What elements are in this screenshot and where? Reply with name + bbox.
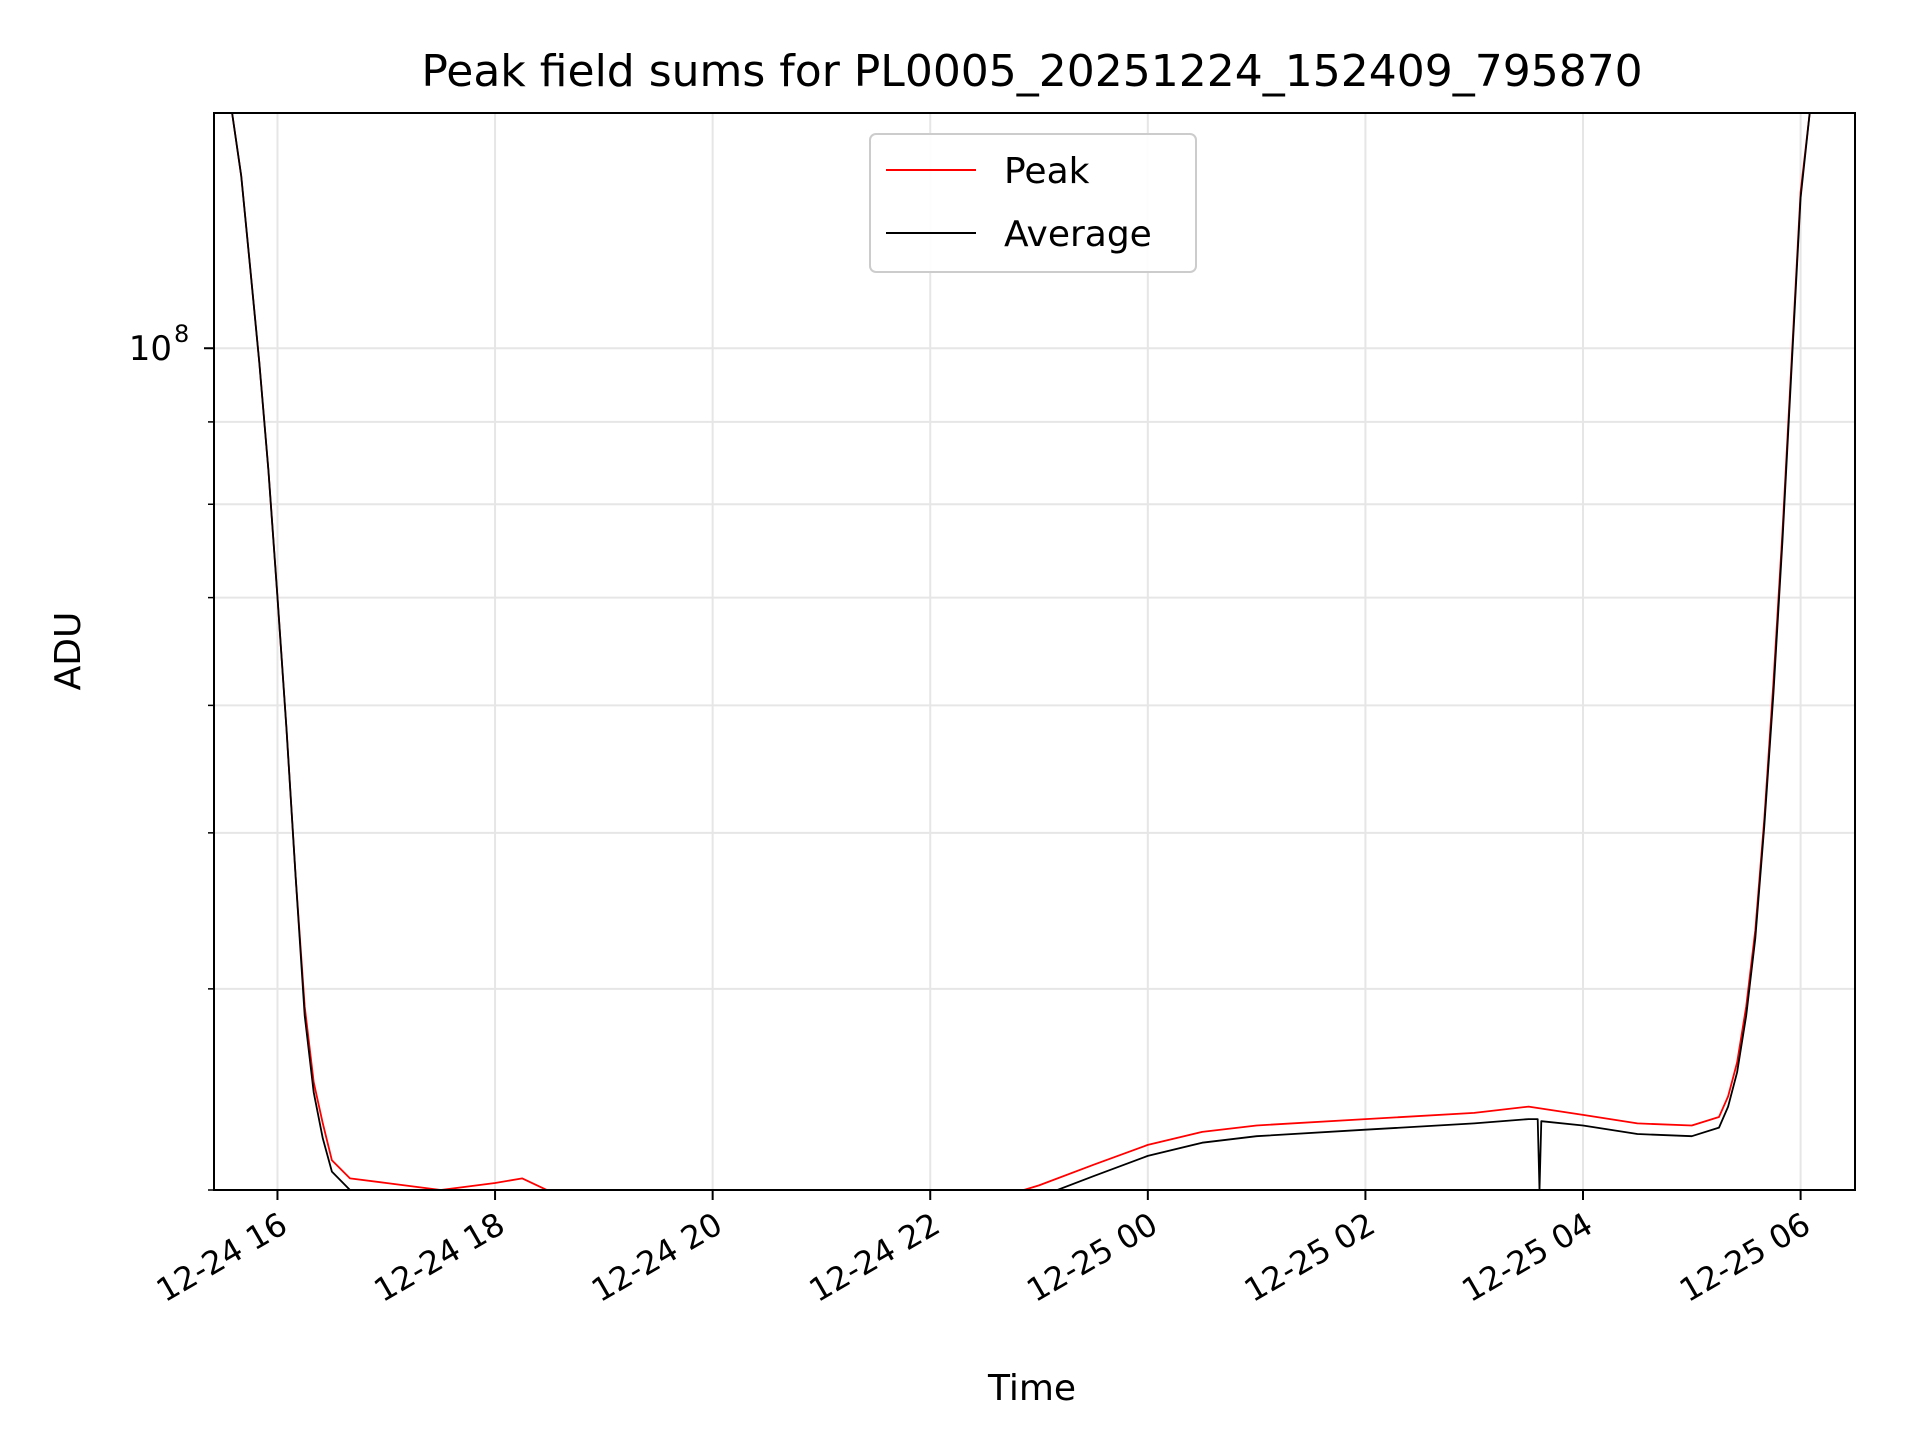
x-axis-label: Time xyxy=(987,1368,1076,1409)
y-tick-label: 10 xyxy=(129,329,172,369)
series-layer xyxy=(231,113,1819,1190)
chart-title: Peak field sums for PL0005_20251224_1524… xyxy=(421,46,1642,97)
legend-label-peak: Peak xyxy=(1004,151,1090,192)
legend-box xyxy=(869,133,1197,273)
y-tick-exponent: 8 xyxy=(174,320,189,348)
series-line-average xyxy=(231,113,1819,1190)
legend-label-average: Average xyxy=(1004,214,1152,255)
legend: Peak Average xyxy=(869,133,1197,273)
y-axis-ticks: 10 8 xyxy=(129,320,214,1191)
plot-frame xyxy=(213,112,1856,1191)
series-line-peak xyxy=(231,113,1819,1190)
y-axis-label: ADU xyxy=(48,612,89,691)
